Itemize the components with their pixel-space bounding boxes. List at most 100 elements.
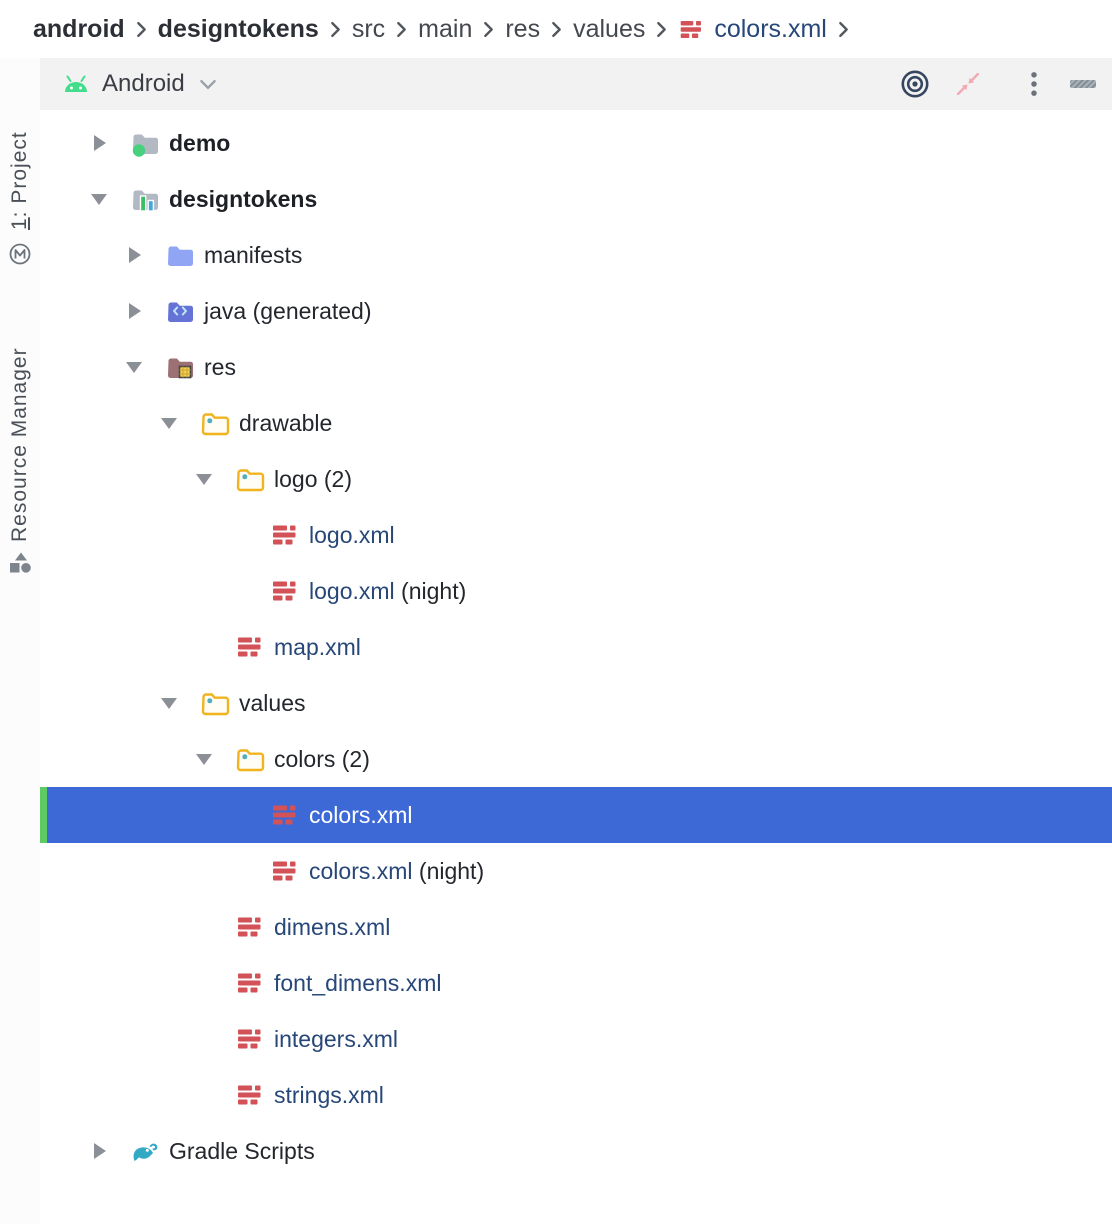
tree-row-suffix: (night) [412,857,485,884]
tree-row[interactable]: demo [40,115,1112,171]
folder-resource-icon [235,744,265,774]
breadcrumb-separator-icon [551,21,562,38]
project-tree: demo designtokens manifests java (generated… [40,110,1112,1224]
breadcrumb-item-label: src [351,14,386,43]
tree-row[interactable]: font_dimens.xml [40,955,1112,1011]
tree-row[interactable]: values [40,675,1112,731]
collapse-all-button[interactable] [953,69,983,99]
breadcrumb-item[interactable]: colors.xml [678,15,827,44]
breadcrumb-item[interactable]: values [573,15,645,44]
xml-file-icon [235,632,265,662]
tree-row[interactable]: manifests [40,227,1112,283]
tree-row-label: map.xml [274,633,361,660]
tree-row[interactable]: integers.xml [40,1011,1112,1067]
xml-file-icon [270,576,300,606]
tree-row[interactable]: logo.xml [40,507,1112,563]
breadcrumb-item-label: values [573,14,646,43]
breadcrumb-separator-icon [483,21,494,38]
tree-row[interactable]: logo.xml (night) [40,563,1112,619]
tree-row[interactable]: strings.xml [40,1067,1112,1123]
breadcrumb-separator-icon [656,21,667,38]
expand-arrow-icon[interactable] [88,1140,130,1162]
xml-file-icon [235,1024,265,1054]
folder-resource-icon [200,688,230,718]
folder-resource-icon [235,464,265,494]
panel-toolbar: Android [40,58,1112,110]
tree-row[interactable]: colors.xml [40,787,1112,843]
xml-file-icon [235,912,265,942]
xml-file-icon [270,520,300,550]
breadcrumb-item[interactable]: res [505,15,540,44]
tree-row-label: drawable [239,409,333,436]
xml-file-icon [678,16,705,43]
xml-file-icon [270,856,300,886]
tree-row[interactable]: res [40,339,1112,395]
tree-row-label: colors.xml [309,801,413,828]
breadcrumb-item[interactable]: main [418,15,472,44]
toolwindow-stripe: 1: Project Resource Manager [0,58,40,1224]
expand-arrow-icon[interactable] [123,244,165,266]
more-options-button[interactable] [1023,69,1045,99]
tree-row-label: logo.xml [309,577,395,604]
chevron-down-icon [199,79,217,90]
tree-row[interactable]: Gradle Scripts [40,1123,1112,1179]
breadcrumb-item-label: res [505,14,541,43]
project-button-label: 1: Project [8,131,31,230]
tree-row-label: dimens.xml [274,913,391,940]
breadcrumb-item-label: colors.xml [714,14,827,43]
tree-row[interactable]: dimens.xml [40,899,1112,955]
tree-row-label: java (generated) [204,297,372,324]
gradle-icon [130,1136,160,1166]
expand-arrow-icon[interactable] [123,356,165,378]
tree-row[interactable]: colors.xml (night) [40,843,1112,899]
tree-row[interactable]: map.xml [40,619,1112,675]
resource-manager-label: Resource Manager [8,347,31,542]
expand-arrow-icon[interactable] [88,132,130,154]
target-icon [899,68,931,100]
kebab-icon [1023,69,1045,99]
view-selector[interactable]: Android [60,58,217,110]
breadcrumb-item-label: designtokens [157,14,319,43]
collapse-icon [953,69,983,99]
breadcrumb-separator-icon [136,21,147,38]
hide-panel-button[interactable] [1070,80,1096,88]
folder-res-icon [165,352,195,382]
tree-row-label: Gradle Scripts [169,1137,315,1164]
tree-row-suffix: (night) [394,577,467,604]
breadcrumb-item[interactable]: src [352,15,385,44]
breadcrumb-item[interactable]: designtokens [158,15,319,44]
tree-row-label: designtokens [169,185,318,212]
locate-file-button[interactable] [899,68,931,100]
tree-row-label: font_dimens.xml [274,969,442,996]
minimize-icon [1070,80,1096,88]
expand-arrow-icon[interactable] [158,412,200,434]
xml-file-icon [235,1080,265,1110]
tree-row[interactable]: logo (2) [40,451,1112,507]
tree-row-label: integers.xml [274,1025,398,1052]
expand-arrow-icon[interactable] [193,748,235,770]
expand-arrow-icon[interactable] [193,468,235,490]
expand-arrow-icon[interactable] [123,300,165,322]
xml-file-icon [270,800,300,830]
module-folder-dot-icon [130,128,160,158]
expand-arrow-icon[interactable] [158,692,200,714]
tree-row-label: logo.xml [309,521,395,548]
tree-row[interactable]: drawable [40,395,1112,451]
xml-file-icon [235,968,265,998]
folder-manifests-icon [165,240,195,270]
breadcrumb-item[interactable]: android [33,15,125,44]
tree-row[interactable]: designtokens [40,171,1112,227]
tree-row[interactable]: java (generated) [40,283,1112,339]
folder-resource-icon [200,408,230,438]
tree-row-label: strings.xml [274,1081,384,1108]
breadcrumb-separator-icon [396,21,407,38]
resource-manager-icon [7,550,33,576]
expand-arrow-icon[interactable] [88,188,130,210]
project-toolwindow-icon [8,242,32,266]
view-selector-label: Android [102,70,185,97]
breadcrumb: android designtokens src main res values color… [0,0,1112,58]
android-robot-icon [60,73,92,95]
breadcrumb-item-label: main [418,14,473,43]
tree-row-label: colors (2) [274,745,370,772]
tree-row[interactable]: colors (2) [40,731,1112,787]
